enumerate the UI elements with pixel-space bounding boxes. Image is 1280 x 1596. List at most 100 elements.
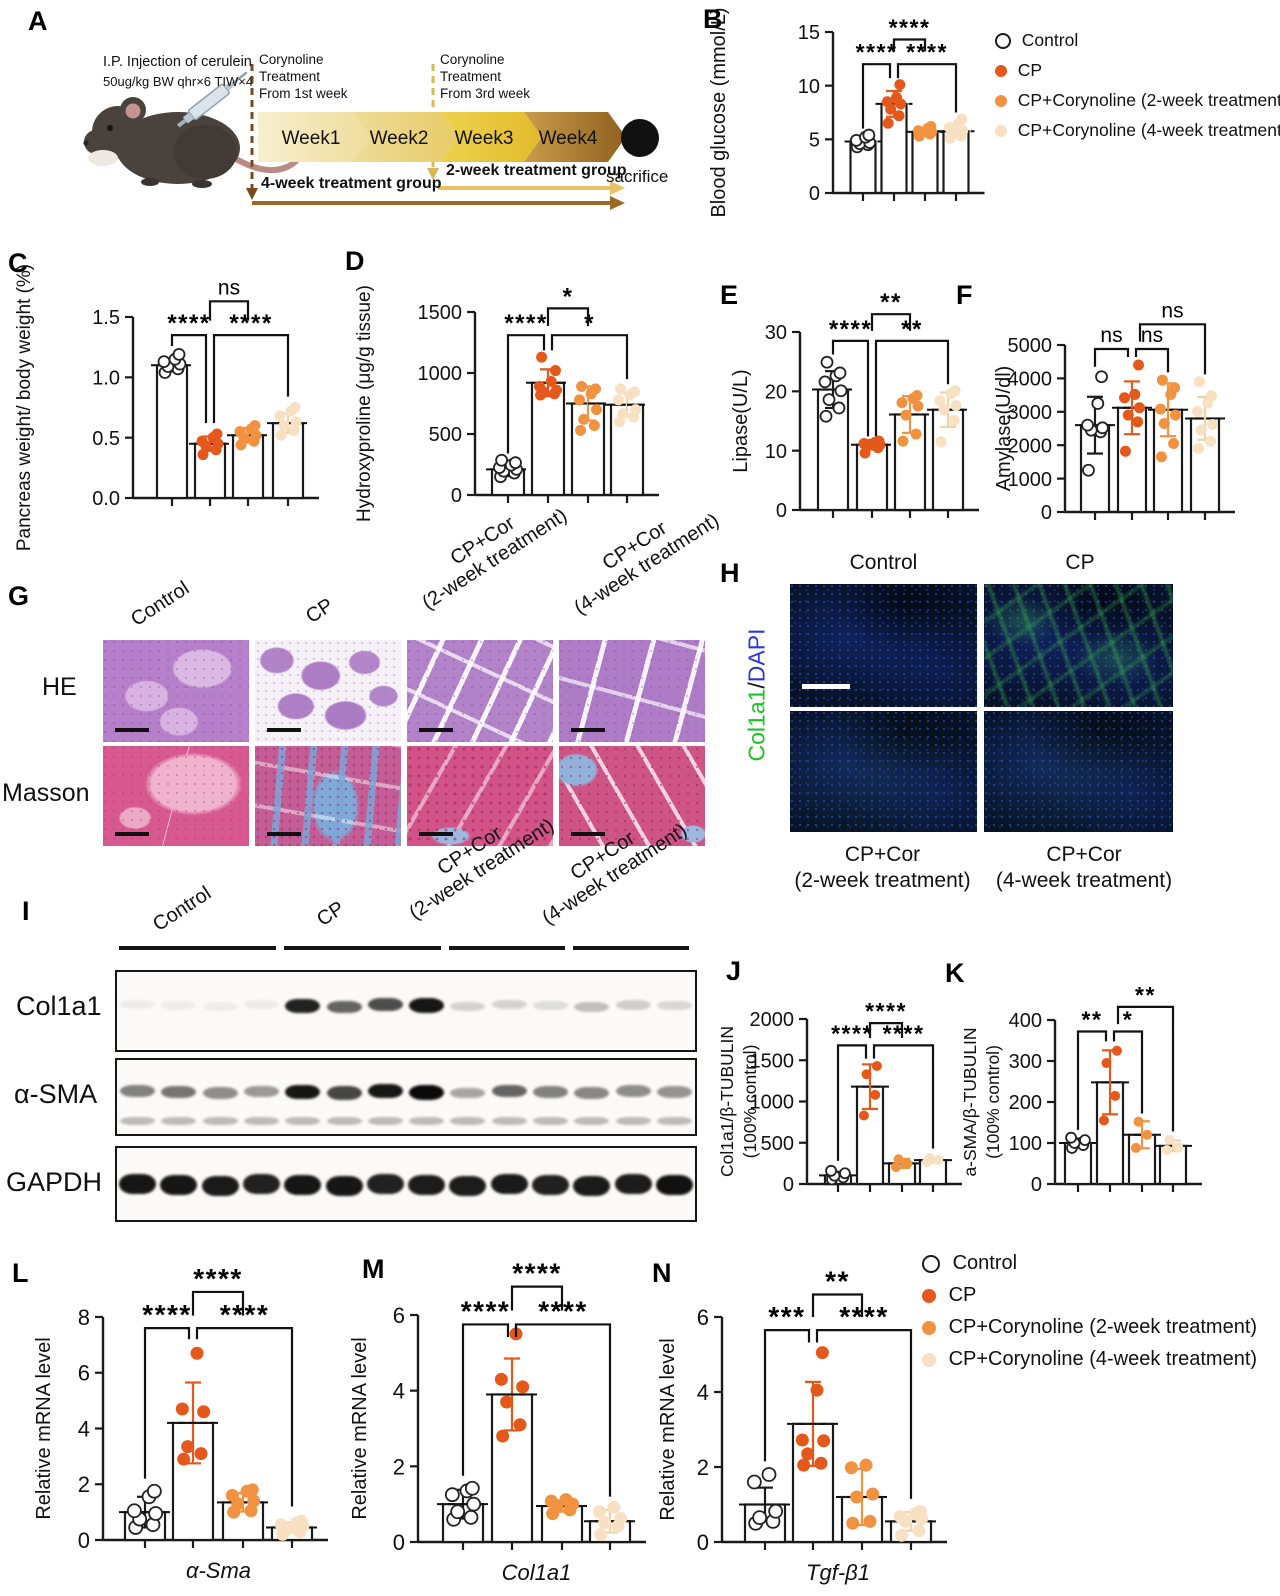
data-point	[544, 1494, 558, 1508]
y-tick-label: 4	[697, 1380, 709, 1405]
y-tick-label: 0	[697, 1530, 709, 1555]
blot-band	[202, 1002, 238, 1012]
blot-band	[656, 1001, 692, 1011]
data-point	[846, 1516, 860, 1530]
data-point	[950, 400, 962, 412]
week1-label: Week1	[281, 128, 341, 149]
data-point	[249, 420, 261, 432]
data-point	[612, 394, 624, 406]
blot-band	[284, 1174, 322, 1196]
data-point	[862, 128, 876, 142]
blot-sub-band	[656, 1116, 692, 1125]
y-tick-label: 0.0	[92, 488, 120, 510]
legend-label-cor4: CP+Corynoline (4-week treatment)	[948, 1348, 1258, 1370]
data-point	[1130, 1142, 1141, 1153]
sig-bracket	[872, 1044, 935, 1149]
data-point	[1156, 374, 1168, 386]
injection-caption-line1: I.P. Injection of cerulein	[103, 54, 252, 70]
data-point	[288, 424, 300, 436]
blot-band	[326, 1086, 362, 1100]
blot-sub-band	[285, 1116, 321, 1125]
blot-band	[244, 1000, 279, 1010]
sig-label: *	[584, 310, 595, 337]
data-point	[1169, 409, 1181, 421]
data-point	[891, 91, 902, 103]
h-stain-label: Col1a1/DAPI	[743, 628, 770, 762]
data-point	[924, 1153, 935, 1164]
sig-bracket	[506, 334, 546, 454]
y-tick-label: 6	[78, 1361, 90, 1386]
legend-item-cor4: CP+Corynoline (4-week treatment)	[922, 1348, 1257, 1371]
legend-top: Control CP CP+Corynoline (2-week treatment…	[995, 30, 1280, 150]
legend-marker-cor2	[922, 1320, 936, 1335]
data-point	[464, 1480, 480, 1496]
sig-bracket	[510, 1285, 564, 1311]
blot-band	[491, 1000, 527, 1010]
sig-bracket	[208, 300, 250, 321]
y-axis-title: Relative mRNA level	[33, 1337, 55, 1519]
blot-sub-band	[450, 1116, 486, 1125]
legend-label-cp: CP	[948, 1284, 977, 1306]
data-point	[1111, 1045, 1122, 1056]
blot-band	[615, 1085, 651, 1097]
two-week-group-label: 2-week treatment group	[446, 162, 627, 179]
sig-label: ****	[865, 998, 907, 1024]
data-point	[913, 1504, 927, 1518]
data-point	[768, 1503, 784, 1519]
sig-label: ****	[906, 39, 948, 65]
sig-label: ****	[229, 310, 272, 337]
h-bottom-label-cor4: CP+Cor (4-week treatment)	[995, 843, 1173, 893]
y-tick-label: 1500	[750, 1050, 795, 1072]
blot-sub-band	[367, 1116, 403, 1125]
y-tick-label: 0	[451, 485, 462, 507]
y-tick-label: 30	[765, 322, 787, 344]
blot-sub-band	[491, 1116, 527, 1125]
sig-label: ****	[167, 310, 210, 337]
data-point	[746, 1474, 762, 1490]
bar	[271, 422, 305, 500]
data-point	[576, 380, 588, 392]
data-point	[1129, 388, 1141, 400]
blot-band	[409, 998, 445, 1014]
data-point	[573, 394, 585, 406]
data-point	[1095, 370, 1108, 384]
blot-band	[120, 1000, 156, 1010]
sig-label: ns	[1161, 299, 1183, 322]
legend-bottom: Control CP CP+Corynoline (2-week treatment…	[922, 1252, 1257, 1380]
h-col-label-control: Control	[849, 551, 918, 574]
data-point	[244, 1504, 258, 1518]
legend-marker-cor4	[995, 124, 1007, 137]
h-col-label-cp: CP	[1065, 551, 1095, 574]
data-point	[1079, 1134, 1091, 1147]
data-point	[1082, 463, 1095, 477]
legend-item-control: Control	[995, 30, 1280, 51]
he-image-cor4	[559, 640, 705, 742]
data-point	[1164, 1134, 1175, 1145]
sig-label: **	[1082, 1006, 1103, 1032]
data-point	[949, 385, 961, 397]
sig-bracket	[1076, 1030, 1108, 1130]
panel-label-f: F	[956, 280, 973, 310]
data-point	[513, 1418, 527, 1432]
data-point	[274, 1518, 288, 1532]
blot-sub-band	[409, 1116, 445, 1125]
y-tick-label: 500	[761, 1133, 794, 1155]
blot-band	[367, 998, 403, 1012]
y-tick-label: 0	[1031, 1174, 1042, 1196]
y-axis-title: Col1a1/β-TUBULIN	[717, 1026, 737, 1177]
data-point	[278, 420, 290, 432]
data-point	[863, 1514, 877, 1528]
sig-bracket	[461, 1323, 510, 1476]
data-point	[1155, 451, 1167, 463]
data-point	[211, 428, 223, 440]
data-point	[466, 1496, 482, 1512]
data-point	[900, 409, 912, 421]
data-point	[589, 383, 601, 395]
data-point	[494, 1372, 508, 1386]
sig-label: ****	[461, 1295, 511, 1326]
blot-sub-band	[120, 1116, 156, 1125]
sig-label: ****	[829, 316, 872, 343]
data-point	[1101, 1058, 1112, 1069]
